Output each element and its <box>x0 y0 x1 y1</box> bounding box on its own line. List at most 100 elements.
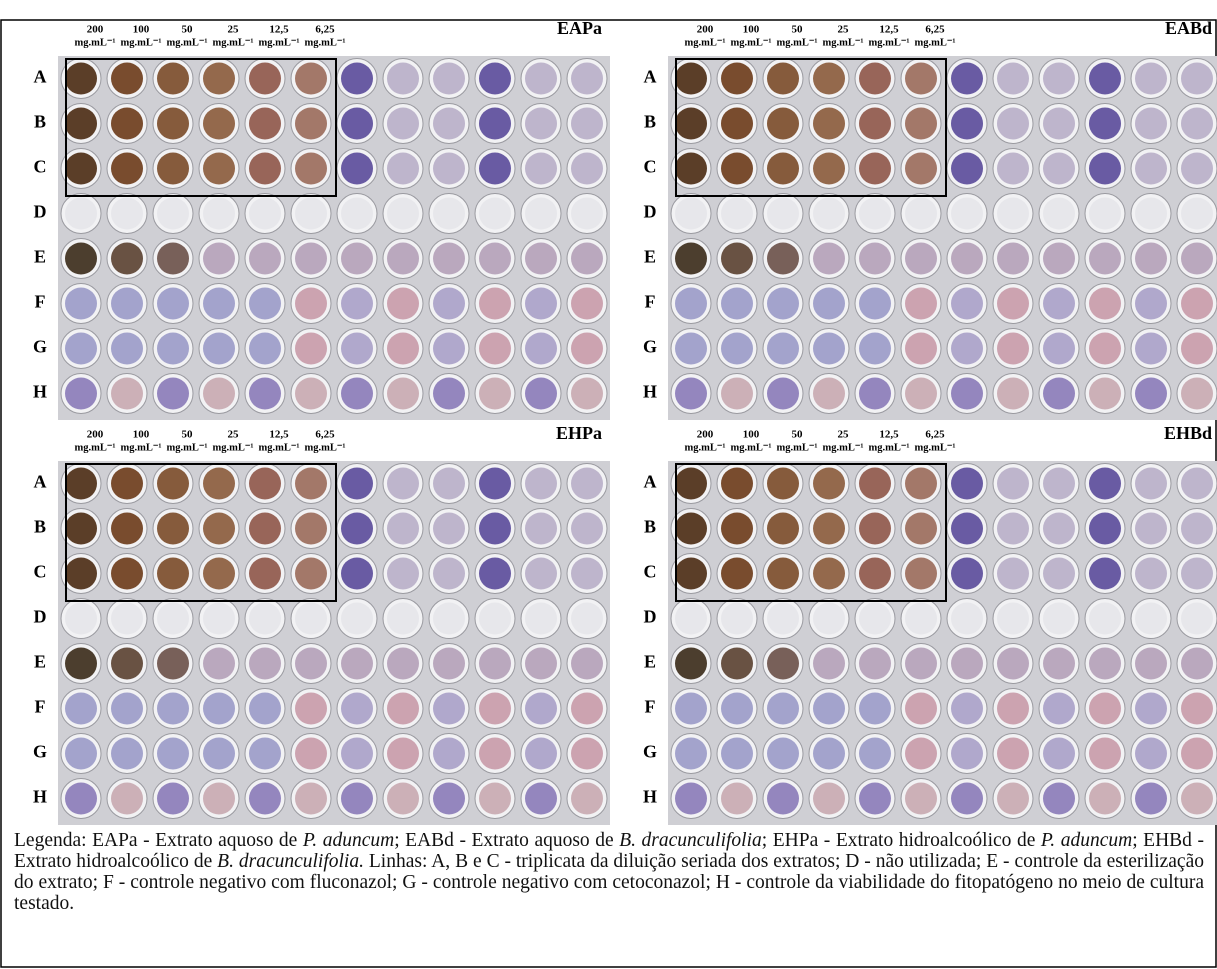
well-content <box>767 782 799 815</box>
well-content <box>1089 62 1121 95</box>
well-content <box>1181 602 1213 635</box>
well-content <box>525 107 557 140</box>
extract-box <box>65 463 337 602</box>
panel-title: EABd <box>1165 18 1212 38</box>
well-content <box>951 512 983 545</box>
row-label: A <box>34 472 47 492</box>
well-content <box>1043 287 1075 320</box>
well-content <box>813 62 845 95</box>
well-content <box>111 242 143 275</box>
well-content <box>1089 602 1121 635</box>
row-label: E <box>34 247 46 267</box>
extract-box <box>675 463 947 602</box>
well-content <box>1135 62 1167 95</box>
well-content <box>111 107 143 140</box>
well-content <box>1181 242 1213 275</box>
well-content <box>767 332 799 365</box>
concentration: 100 <box>743 429 760 441</box>
well-content <box>203 647 235 680</box>
well-content <box>1135 512 1167 545</box>
well-content <box>525 62 557 95</box>
well-content <box>1043 377 1075 410</box>
well-content <box>905 152 937 185</box>
extract-box <box>675 58 947 197</box>
row-label: D <box>644 607 657 627</box>
well-content <box>249 197 281 230</box>
well-content <box>479 107 511 140</box>
concentration-unit: mg.mL⁻¹ <box>776 37 817 48</box>
well-content <box>1043 332 1075 365</box>
well-content <box>111 782 143 815</box>
well-content <box>157 692 189 725</box>
well-content <box>1135 107 1167 140</box>
well-content <box>249 602 281 635</box>
concentration: 25 <box>838 429 850 441</box>
well-content <box>433 692 465 725</box>
concentration-unit: mg.mL⁻¹ <box>120 37 161 48</box>
well-content <box>721 62 753 95</box>
plate-photo <box>668 461 1217 825</box>
concentration-unit: mg.mL⁻¹ <box>914 37 955 48</box>
well-content <box>65 602 97 635</box>
well-content <box>295 377 327 410</box>
well-content <box>1089 557 1121 590</box>
concentration: 25 <box>838 24 850 36</box>
well-content <box>479 332 511 365</box>
row-label: C <box>644 562 657 582</box>
well-content <box>767 557 799 590</box>
well-content <box>433 107 465 140</box>
concentration: 12,5 <box>269 24 289 36</box>
well-content <box>997 377 1029 410</box>
well-content <box>65 152 97 185</box>
well-content <box>721 197 753 230</box>
well-content <box>387 332 419 365</box>
well-content <box>997 287 1029 320</box>
well-content <box>387 62 419 95</box>
well-content <box>813 152 845 185</box>
row-label: E <box>644 652 656 672</box>
well-content <box>721 737 753 770</box>
row-label: B <box>34 517 46 537</box>
well-content <box>905 467 937 500</box>
concentration-unit: mg.mL⁻¹ <box>258 442 299 453</box>
well-content <box>1181 107 1213 140</box>
well-content <box>859 62 891 95</box>
well-content <box>203 467 235 500</box>
well-content <box>157 62 189 95</box>
well-content <box>387 197 419 230</box>
well-content <box>157 647 189 680</box>
well-content <box>295 242 327 275</box>
well-content <box>525 512 557 545</box>
well-content <box>203 782 235 815</box>
well-content <box>341 62 373 95</box>
panel-title: EAPa <box>557 18 602 38</box>
well-content <box>571 782 603 815</box>
well-content <box>1135 242 1167 275</box>
well-content <box>675 197 707 230</box>
well-content <box>65 557 97 590</box>
well-content <box>1089 782 1121 815</box>
well-content <box>341 737 373 770</box>
well-content <box>433 152 465 185</box>
well-content <box>387 692 419 725</box>
well-content <box>295 557 327 590</box>
well-content <box>433 557 465 590</box>
concentration: 50 <box>792 429 804 441</box>
well-content <box>571 62 603 95</box>
well-content <box>571 242 603 275</box>
well-content <box>767 107 799 140</box>
well-content <box>767 377 799 410</box>
well-content <box>767 692 799 725</box>
well-content <box>341 692 373 725</box>
well-content <box>295 287 327 320</box>
concentration-unit: mg.mL⁻¹ <box>304 442 345 453</box>
well-content <box>1043 512 1075 545</box>
concentration-unit: mg.mL⁻¹ <box>730 442 771 453</box>
well-content <box>479 287 511 320</box>
well-content <box>951 692 983 725</box>
row-label: C <box>34 157 47 177</box>
well-content <box>905 737 937 770</box>
well-content <box>675 377 707 410</box>
well-content <box>295 197 327 230</box>
